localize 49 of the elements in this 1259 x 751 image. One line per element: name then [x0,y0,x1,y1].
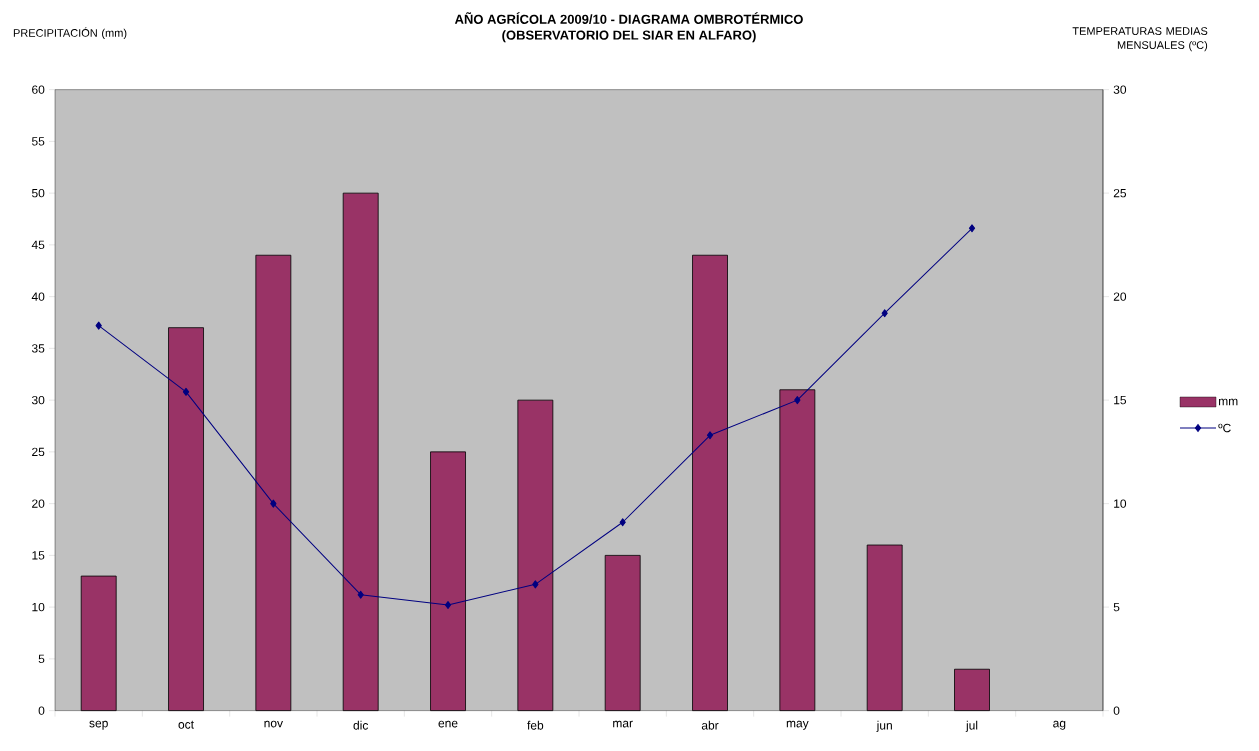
y-tick-label: 50 [31,188,45,198]
point [706,431,714,440]
x-tick-label: ag [1053,720,1066,730]
y2-tick-label: 30 [1113,85,1127,94]
y-tick-label: 60 [32,85,45,94]
point [95,321,102,330]
x-tick-label: mar [613,720,633,728]
chart-subtitle: (OBSERVATORIO DEL SIAR EN ALFARO) [502,30,756,43]
y-tick-label: 40 [31,292,45,301]
point [270,499,277,508]
y2-tick-label: 25 [1113,188,1127,198]
legend-label: ºC [1218,423,1231,433]
y-tick-label: 15 [32,551,45,560]
point [881,309,888,318]
y-tick-label: 10 [32,602,45,612]
y-tick-label: 20 [32,499,45,508]
y2-tick-label: 15 [1114,395,1127,405]
legend-label: mm [1219,398,1238,406]
y-tick-label: 25 [32,447,45,457]
x-tick-label: nov [264,720,283,728]
point [532,580,539,589]
point [182,387,190,396]
x-tick-label: jun [876,720,892,733]
y2-tick-label: 10 [1114,499,1127,508]
y-tick-label: 35 [31,344,45,353]
point [794,396,801,405]
x-tick-label: oct [178,720,194,729]
point [357,590,364,599]
y-tick-label: 55 [31,137,45,146]
x-tick-label: ene [438,720,458,728]
x-tick-label: abr [701,720,719,730]
y2-axis-title: TEMPERATURAS MEDIAS MENSUALES (ºC) [1072,27,1208,52]
x-tick-label: sep [89,720,108,730]
y-tick-label: 5 [38,654,45,664]
point [968,224,976,233]
point [619,518,626,527]
y-tick-label: 0 [38,706,45,715]
x-tick-label: may [786,720,809,730]
x-tick-label: feb [527,720,544,730]
x-tick-label: jul [965,720,978,733]
chart-title: AÑO AGRÍCOLA 2009/10 - DIAGRAMA OMBROTÉRMICO [454,12,803,25]
y2-tick-label: 0 [1113,706,1120,715]
y-tick-label: 30 [31,395,45,405]
y-tick-label: 45 [31,240,45,250]
y-axis-title: PRECIPITACIÓN (mm) [13,27,127,39]
x-tick-label: dic [353,720,369,730]
y2-tick-label: 20 [1113,292,1127,301]
y2-tick-label: 5 [1113,602,1120,612]
point [444,601,452,610]
